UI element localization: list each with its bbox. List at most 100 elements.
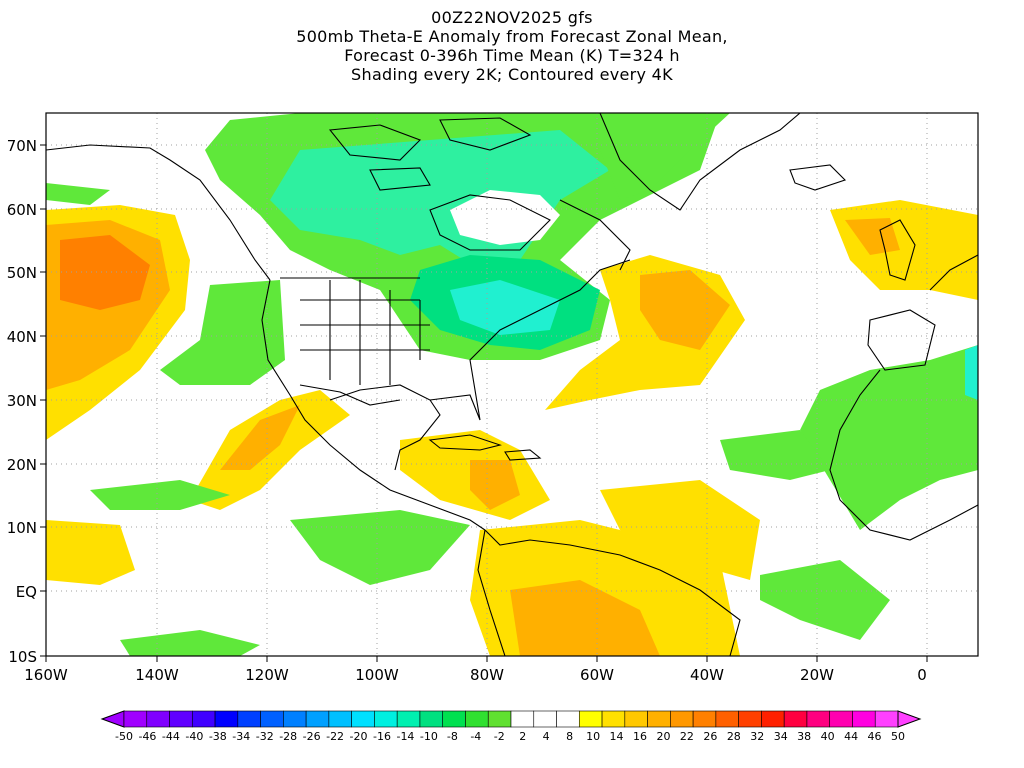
colorbar-swatch (351, 710, 375, 728)
colorbar-swatch (852, 710, 876, 728)
lon-label: 120W (245, 666, 289, 684)
colorbar-swatch (692, 710, 717, 728)
shade-southamerica-orange (510, 580, 660, 656)
coast-hispaniola (504, 449, 542, 461)
lat-labels: 70N 60N 50N 40N 30N 20N 10N EQ 10S (7, 137, 37, 666)
lat-label: 20N (7, 456, 37, 474)
colorbar-label: 40 (821, 730, 835, 743)
colorbar-swatch (783, 710, 808, 728)
shade-pac-green3 (120, 630, 260, 656)
lon-label: 100W (355, 666, 399, 684)
colorbar-swatch (806, 710, 831, 728)
colorbar-swatch (146, 710, 170, 728)
colorbar-label: -4 (470, 730, 481, 743)
colorbar-label: 34 (774, 730, 788, 743)
lat-label: 10N (7, 519, 37, 537)
colorbar-swatch (556, 710, 580, 728)
colorbar-swatch (601, 710, 626, 728)
colorbar-swatch (670, 710, 694, 728)
colorbar-swatch (191, 710, 216, 728)
coast-cuba (428, 434, 502, 451)
coast-west-na (261, 279, 486, 531)
colorbar-swatch (487, 710, 512, 728)
colorbar-label: 16 (633, 730, 647, 743)
colorbar-label: 4 (543, 730, 550, 743)
coastlines (46, 113, 978, 656)
colorbar-label: 32 (750, 730, 764, 743)
colorbar-label: 38 (797, 730, 811, 743)
colorbar-label: -8 (447, 730, 458, 743)
shade-hudson-white (450, 190, 560, 245)
colorbar: -50 -46 -44 -40 -38 -34 -32 -28 -26 -22 -20 -16 -14-… (100, 710, 922, 743)
shade-greenland-green (600, 113, 730, 200)
colorbar-swatch (624, 710, 648, 728)
colorbar-label: 10 (586, 730, 600, 743)
colorbar-label: 28 (727, 730, 741, 743)
coast-south-america (484, 529, 741, 656)
colorbar-swatch (328, 710, 352, 728)
lon-label: 20W (800, 666, 834, 684)
shade-mexico-orange (220, 405, 300, 470)
lon-label: 0 (917, 666, 927, 684)
colorbar-label: -28 (279, 730, 297, 743)
colorbar-label: 20 (656, 730, 670, 743)
colorbar-swatch (374, 710, 398, 728)
lon-label: 80W (470, 666, 504, 684)
colorbar-swatch (465, 710, 489, 728)
shade-atlantic-orange (640, 270, 730, 350)
lon-label: 40W (690, 666, 724, 684)
colorbar-swatch (442, 710, 466, 728)
colorbar-label: -38 (209, 730, 227, 743)
title-block: 00Z22NOV2025 gfs 500mb Theta-E Anomaly f… (0, 8, 1024, 84)
colorbar-swatch (419, 710, 444, 728)
us-state-lines (300, 280, 430, 385)
shade-atl-tropics-yellow (600, 480, 760, 580)
shade-africa-green (800, 345, 978, 530)
lon-label: 140W (135, 666, 179, 684)
lat-label: EQ (16, 583, 37, 601)
colorbar-swatch (260, 710, 284, 728)
colorbar-label: 44 (844, 730, 858, 743)
coast-alaska (46, 144, 271, 281)
colorbar-arrow-left (100, 710, 125, 728)
coast-sa-west (477, 529, 506, 656)
shade-eqatl-green (760, 560, 890, 640)
map-frame (45, 112, 979, 657)
colorbar-label: -22 (326, 730, 344, 743)
shade-alaska-deeporange (60, 235, 150, 310)
coast-nw-africa (829, 369, 978, 541)
colorbar-label: -20 (350, 730, 368, 743)
colorbar-swatch (123, 710, 148, 728)
colorbar-label: 46 (868, 730, 882, 743)
colorbar-swatch (578, 710, 603, 728)
gridlines (46, 113, 978, 656)
coast-gulf-mexico (329, 384, 441, 471)
shade-pac-green2 (90, 480, 230, 510)
shade-tropatl-green (720, 430, 830, 480)
lon-labels: 160W 140W 120W 100W 80W 60W 40W 20W 0 (24, 666, 927, 684)
colorbar-label: -16 (373, 730, 391, 743)
anomaly-shading (46, 113, 978, 656)
shade-greatlakes-cyan (450, 280, 560, 335)
colorbar-swatch (237, 710, 261, 728)
shade-caribbean-orange (470, 460, 520, 510)
colorbar-swatch (169, 710, 193, 728)
coast-hudson (429, 194, 551, 251)
lat-label: 30N (7, 392, 37, 410)
colorbar-label: -44 (162, 730, 180, 743)
title-line-3: Forecast 0-396h Time Mean (K) T=324 h (344, 46, 680, 65)
colorbar-label: -2 (494, 730, 505, 743)
colorbar-label: 2 (519, 730, 526, 743)
colorbar-swatch (214, 710, 239, 728)
colorbar-swatch (874, 710, 899, 728)
colorbar-swatch (647, 710, 671, 728)
coast-uk (879, 219, 916, 281)
lon-label: 160W (24, 666, 68, 684)
tick-marks (40, 144, 928, 662)
lat-label: 10S (8, 648, 37, 666)
colorbar-swatch (738, 710, 762, 728)
colorbar-label: -10 (420, 730, 438, 743)
colorbar-label: -40 (185, 730, 203, 743)
colorbar-swatch (396, 710, 421, 728)
